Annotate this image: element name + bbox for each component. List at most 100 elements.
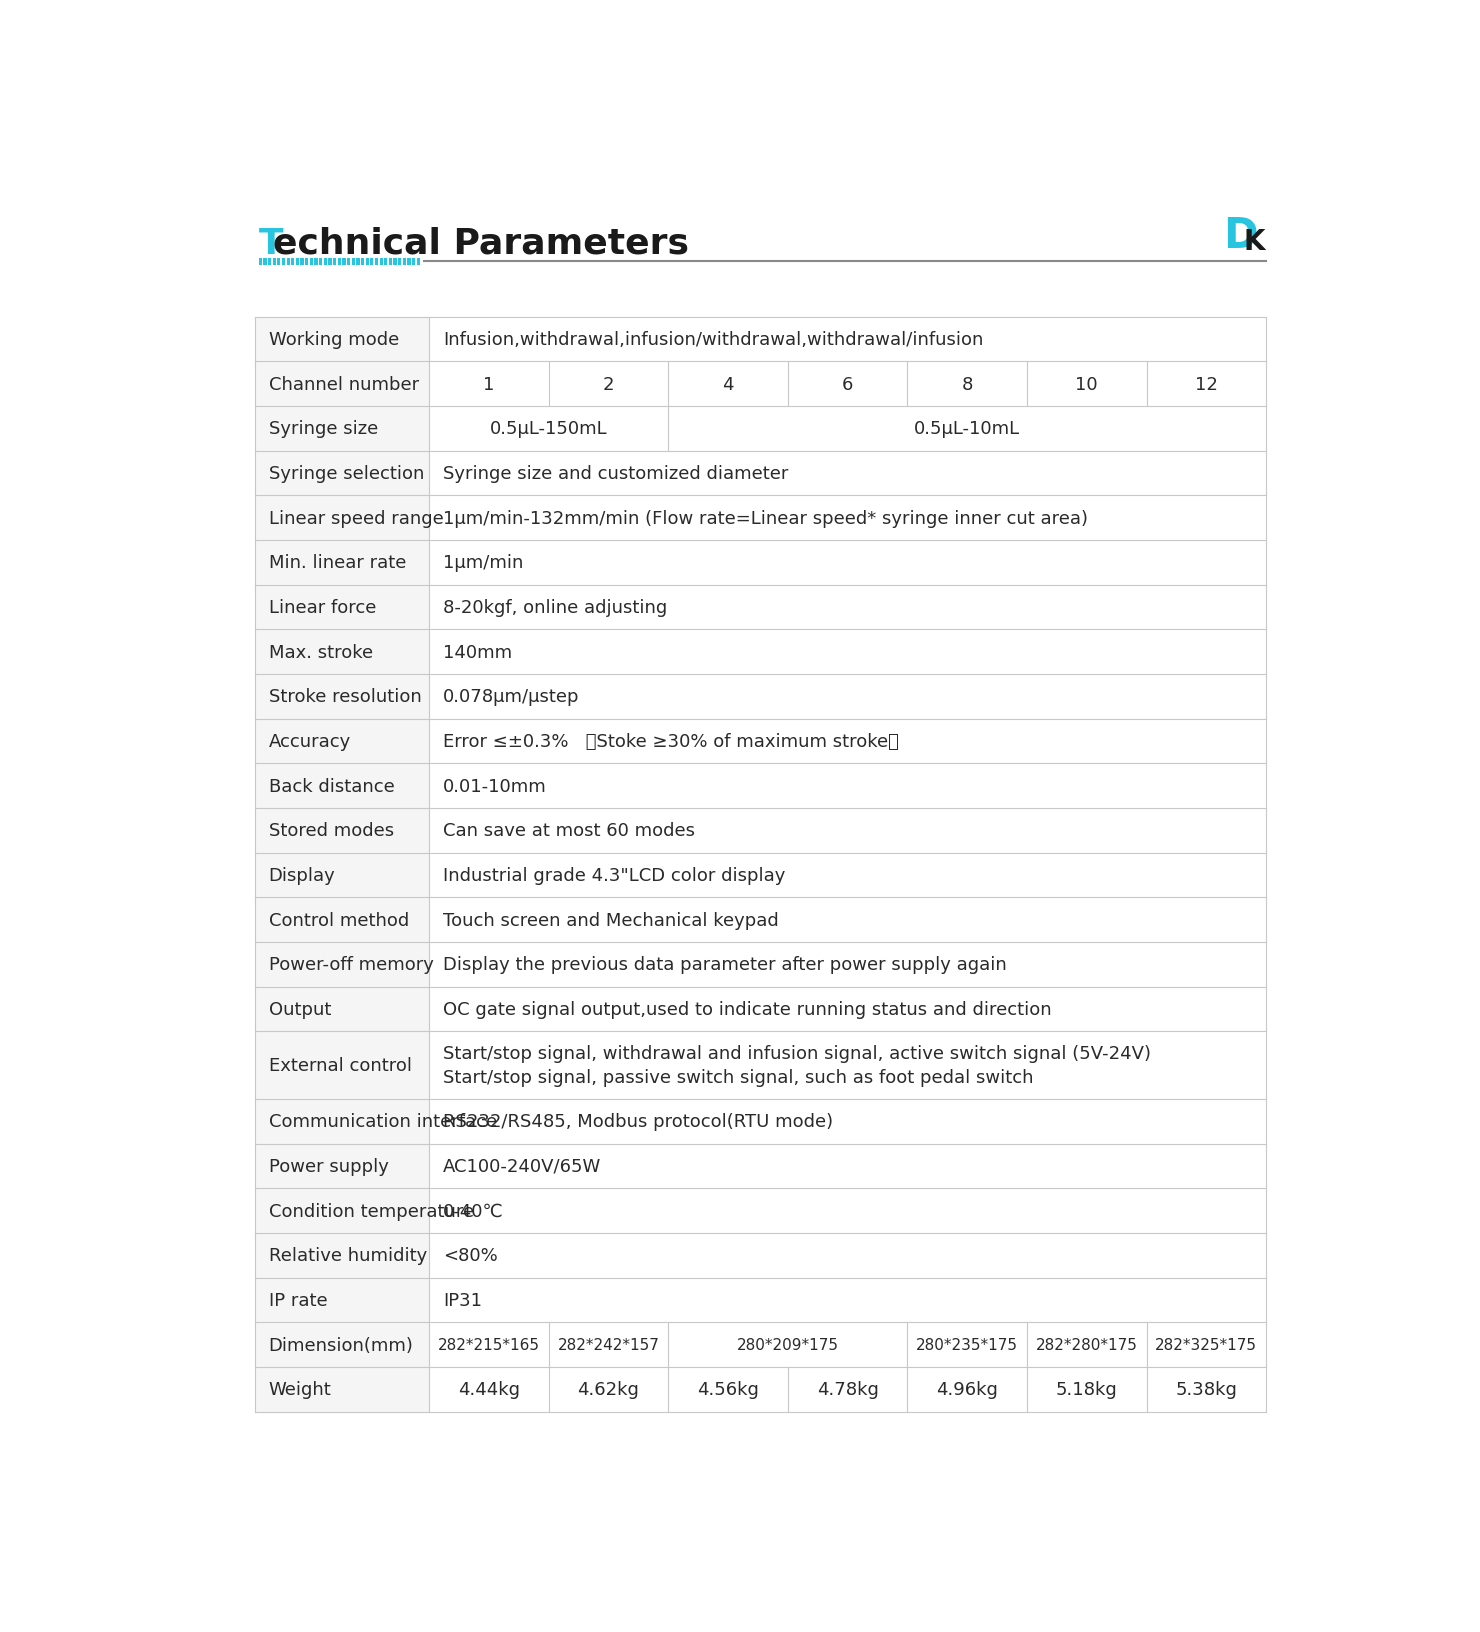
- Bar: [255, 1322, 429, 1368]
- Text: Stroke resolution: Stroke resolution: [269, 687, 422, 705]
- Text: Syringe size and customized diameter: Syringe size and customized diameter: [443, 465, 789, 483]
- Text: 4.96kg: 4.96kg: [937, 1381, 998, 1399]
- Text: Syringe selection: Syringe selection: [269, 465, 425, 483]
- Bar: [398, 258, 401, 266]
- Text: echnical Parameters: echnical Parameters: [272, 227, 688, 261]
- Text: 4.78kg: 4.78kg: [817, 1381, 879, 1399]
- Text: 2: 2: [602, 375, 614, 393]
- Text: Infusion,withdrawal,infusion/withdrawal,withdrawal/infusion: Infusion,withdrawal,infusion/withdrawal,…: [443, 331, 983, 349]
- Text: Accuracy: Accuracy: [269, 733, 351, 751]
- Text: Can save at most 60 modes: Can save at most 60 modes: [443, 821, 696, 840]
- Bar: [429, 1031, 1265, 1100]
- Bar: [403, 258, 406, 266]
- Bar: [263, 258, 266, 266]
- Bar: [287, 258, 290, 266]
- Bar: [255, 586, 429, 630]
- Text: Working mode: Working mode: [269, 331, 400, 349]
- Text: 12: 12: [1194, 375, 1218, 393]
- Bar: [352, 258, 355, 266]
- Text: D: D: [1224, 215, 1258, 256]
- Bar: [379, 258, 383, 266]
- Text: 1μm/min: 1μm/min: [443, 553, 524, 571]
- Text: External control: External control: [269, 1056, 411, 1074]
- Text: IP31: IP31: [443, 1291, 482, 1309]
- Bar: [346, 258, 351, 266]
- Text: Display: Display: [269, 867, 336, 885]
- Bar: [429, 1234, 1265, 1278]
- Bar: [370, 258, 373, 266]
- Text: Display the previous data parameter after power supply again: Display the previous data parameter afte…: [443, 956, 1006, 974]
- Text: 10: 10: [1076, 375, 1098, 393]
- Bar: [429, 452, 1265, 496]
- Bar: [411, 258, 416, 266]
- Text: Relative humidity: Relative humidity: [269, 1247, 426, 1265]
- Bar: [255, 1188, 429, 1234]
- Bar: [255, 496, 429, 540]
- Bar: [255, 1234, 429, 1278]
- Bar: [429, 987, 1265, 1031]
- Text: 1: 1: [484, 375, 494, 393]
- Bar: [429, 808, 1265, 854]
- Bar: [429, 1322, 1265, 1368]
- Text: 4.56kg: 4.56kg: [697, 1381, 759, 1399]
- Bar: [255, 942, 429, 987]
- Text: OC gate signal output,used to indicate running status and direction: OC gate signal output,used to indicate r…: [443, 1000, 1052, 1018]
- Bar: [342, 258, 346, 266]
- Bar: [385, 258, 388, 266]
- Bar: [255, 318, 429, 362]
- Bar: [296, 258, 299, 266]
- Text: Dimension(mm): Dimension(mm): [269, 1335, 413, 1353]
- Bar: [255, 898, 429, 942]
- Text: RS232/RS485, Modbus protocol(RTU mode): RS232/RS485, Modbus protocol(RTU mode): [443, 1113, 833, 1131]
- Bar: [429, 942, 1265, 987]
- Bar: [300, 258, 303, 266]
- Bar: [281, 258, 286, 266]
- Text: Start/stop signal, withdrawal and infusion signal, active switch signal (5V-24V): Start/stop signal, withdrawal and infusi…: [443, 1044, 1151, 1062]
- Bar: [361, 258, 364, 266]
- Text: 0.01-10mm: 0.01-10mm: [443, 777, 546, 795]
- Bar: [255, 1278, 429, 1322]
- Bar: [320, 258, 323, 266]
- Text: K: K: [1243, 228, 1265, 256]
- Text: Weight: Weight: [269, 1381, 332, 1399]
- Bar: [255, 674, 429, 720]
- Text: Stored modes: Stored modes: [269, 821, 394, 840]
- Text: 280*209*175: 280*209*175: [737, 1337, 839, 1353]
- Bar: [389, 258, 392, 266]
- Bar: [429, 1278, 1265, 1322]
- Text: <80%: <80%: [443, 1247, 497, 1265]
- Text: AC100-240V/65W: AC100-240V/65W: [443, 1157, 601, 1175]
- Bar: [314, 258, 318, 266]
- Bar: [429, 630, 1265, 674]
- Text: 140mm: 140mm: [443, 643, 512, 661]
- Bar: [429, 1100, 1265, 1144]
- Bar: [429, 496, 1265, 540]
- Text: 5.38kg: 5.38kg: [1175, 1381, 1237, 1399]
- Bar: [305, 258, 308, 266]
- Bar: [429, 362, 1265, 406]
- Bar: [429, 318, 1265, 362]
- Bar: [429, 1188, 1265, 1234]
- Text: Output: Output: [269, 1000, 332, 1018]
- Text: 0.5μL-150mL: 0.5μL-150mL: [490, 419, 607, 437]
- Bar: [329, 258, 332, 266]
- Bar: [255, 452, 429, 496]
- Text: 0-40℃: 0-40℃: [443, 1201, 503, 1219]
- Bar: [429, 898, 1265, 942]
- Text: 0.078μm/μstep: 0.078μm/μstep: [443, 687, 580, 705]
- Bar: [255, 630, 429, 674]
- Bar: [255, 362, 429, 406]
- Bar: [429, 764, 1265, 808]
- Bar: [417, 258, 420, 266]
- Bar: [429, 1144, 1265, 1188]
- Text: 282*215*165: 282*215*165: [438, 1337, 540, 1353]
- Bar: [309, 258, 314, 266]
- Text: Condition temperature: Condition temperature: [269, 1201, 474, 1219]
- Bar: [407, 258, 410, 266]
- Bar: [255, 1100, 429, 1144]
- Bar: [394, 258, 397, 266]
- Text: 280*235*175: 280*235*175: [916, 1337, 1018, 1353]
- Bar: [337, 258, 340, 266]
- Bar: [268, 258, 271, 266]
- Text: 282*280*175: 282*280*175: [1036, 1337, 1138, 1353]
